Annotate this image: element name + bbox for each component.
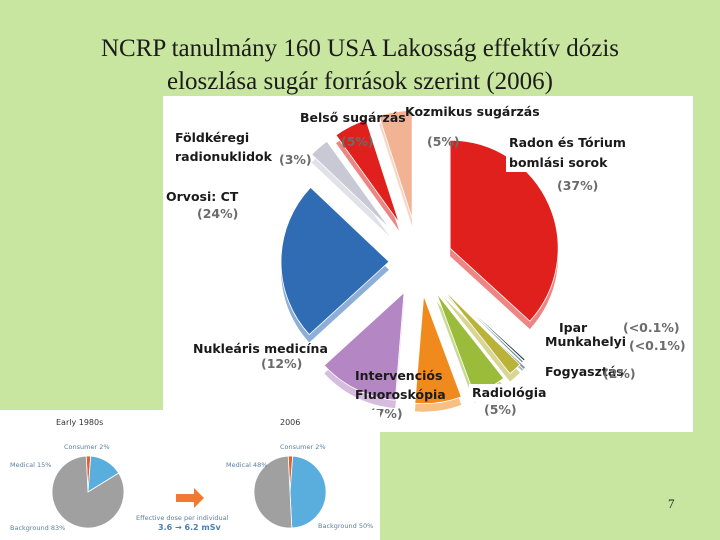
main-slice-kozmikus — [378, 110, 413, 219]
pct-radon: (37%) — [557, 178, 599, 193]
pct-munkahelyi: (<0.1%) — [629, 338, 686, 353]
main-slice-ct — [280, 186, 390, 336]
title-line-1: NCRP tanulmány 160 USA Lakosság effektív… — [100, 35, 620, 62]
main-pie-chart — [280, 110, 559, 412]
main-slice-radon — [449, 139, 559, 322]
change-arrow-icon — [176, 488, 204, 508]
label-nuklearis: Nukleáris medicína — [193, 341, 328, 356]
pct-fogyasztas: (2%) — [603, 366, 636, 381]
label-foldkereg-1: Földkéregi — [175, 130, 250, 145]
pct-foldkereg: (3%) — [279, 152, 312, 167]
pct-ct: (24%) — [197, 206, 239, 221]
slide-title: NCRP tanulmány 160 USA Lakosság effektív… — [30, 32, 690, 98]
main-slice-nuklearis — [323, 291, 405, 401]
inset-arrow-caption: Effective dose per individual — [136, 514, 229, 522]
inset-1980s-medical: Medical 15% — [10, 461, 52, 469]
pct-nuklearis: (12%) — [261, 356, 303, 371]
label-munkahelyi: Munkahelyi — [545, 334, 627, 349]
main-slice-intervencios — [414, 295, 462, 405]
inset-2006-medical: Medical 48% — [226, 461, 268, 469]
title-line-2: eloszlása sugár források szerint (2006) — [167, 68, 553, 95]
inset-1980s-consumer: Consumer 2% — [64, 443, 110, 451]
pie1980s-slice-2 — [51, 455, 125, 529]
pie2006-slice-1 — [289, 455, 327, 529]
inset-title-1980s: Early 1980s — [56, 418, 104, 427]
inset-2006-background: Background 50% — [318, 522, 374, 530]
page-number: 7 — [668, 496, 675, 511]
main-slice-ipar — [445, 286, 526, 362]
main-slice-foldkereg — [311, 140, 391, 230]
pct-kozmikus: (5%) — [427, 134, 460, 149]
comparison-inset: Early 1980s 2006 Consumer 2% Medical 15%… — [0, 410, 380, 540]
main-slice-fogyasztas — [442, 288, 521, 375]
label-foldkereg-2: radionuklidok — [175, 149, 272, 164]
pie2006-slice-2 — [253, 455, 293, 529]
inset-arrow-values: 3.6 → 6.2 mSv — [158, 523, 221, 532]
label-radon-2: bomlási sorok — [506, 154, 611, 172]
main-slice-munkahelyi — [444, 286, 524, 364]
label-ipar: Ipar — [559, 320, 588, 335]
inset-1980s-background: Background 83% — [10, 524, 66, 532]
label-belso: Belső sugárzás — [300, 110, 406, 125]
pct-radiologia: (5%) — [484, 402, 517, 417]
label-radiologia: Radiológia — [469, 384, 550, 402]
inset-2006-consumer: Consumer 2% — [280, 443, 326, 451]
label-intervencios-1: Intervenciós — [355, 368, 443, 383]
inset-title-2006: 2006 — [280, 418, 301, 427]
label-intervencios-2: Fluoroskópia — [355, 387, 446, 402]
main-pie-figure: Belső sugárzás (5%) Kozmikus sugárzás (5… — [163, 96, 693, 432]
label-fogyasztas: Fogyasztás — [545, 364, 624, 379]
comparison-pies — [51, 455, 327, 529]
pct-belso: (5%) — [341, 134, 374, 149]
label-ct: Orvosi: CT — [163, 188, 242, 206]
label-kozmikus: Kozmikus sugárzás — [405, 104, 540, 119]
pct-ipar: (<0.1%) — [623, 320, 680, 335]
label-radon-1: Radon és Tórium — [506, 134, 629, 152]
main-slice-belso — [335, 119, 400, 223]
